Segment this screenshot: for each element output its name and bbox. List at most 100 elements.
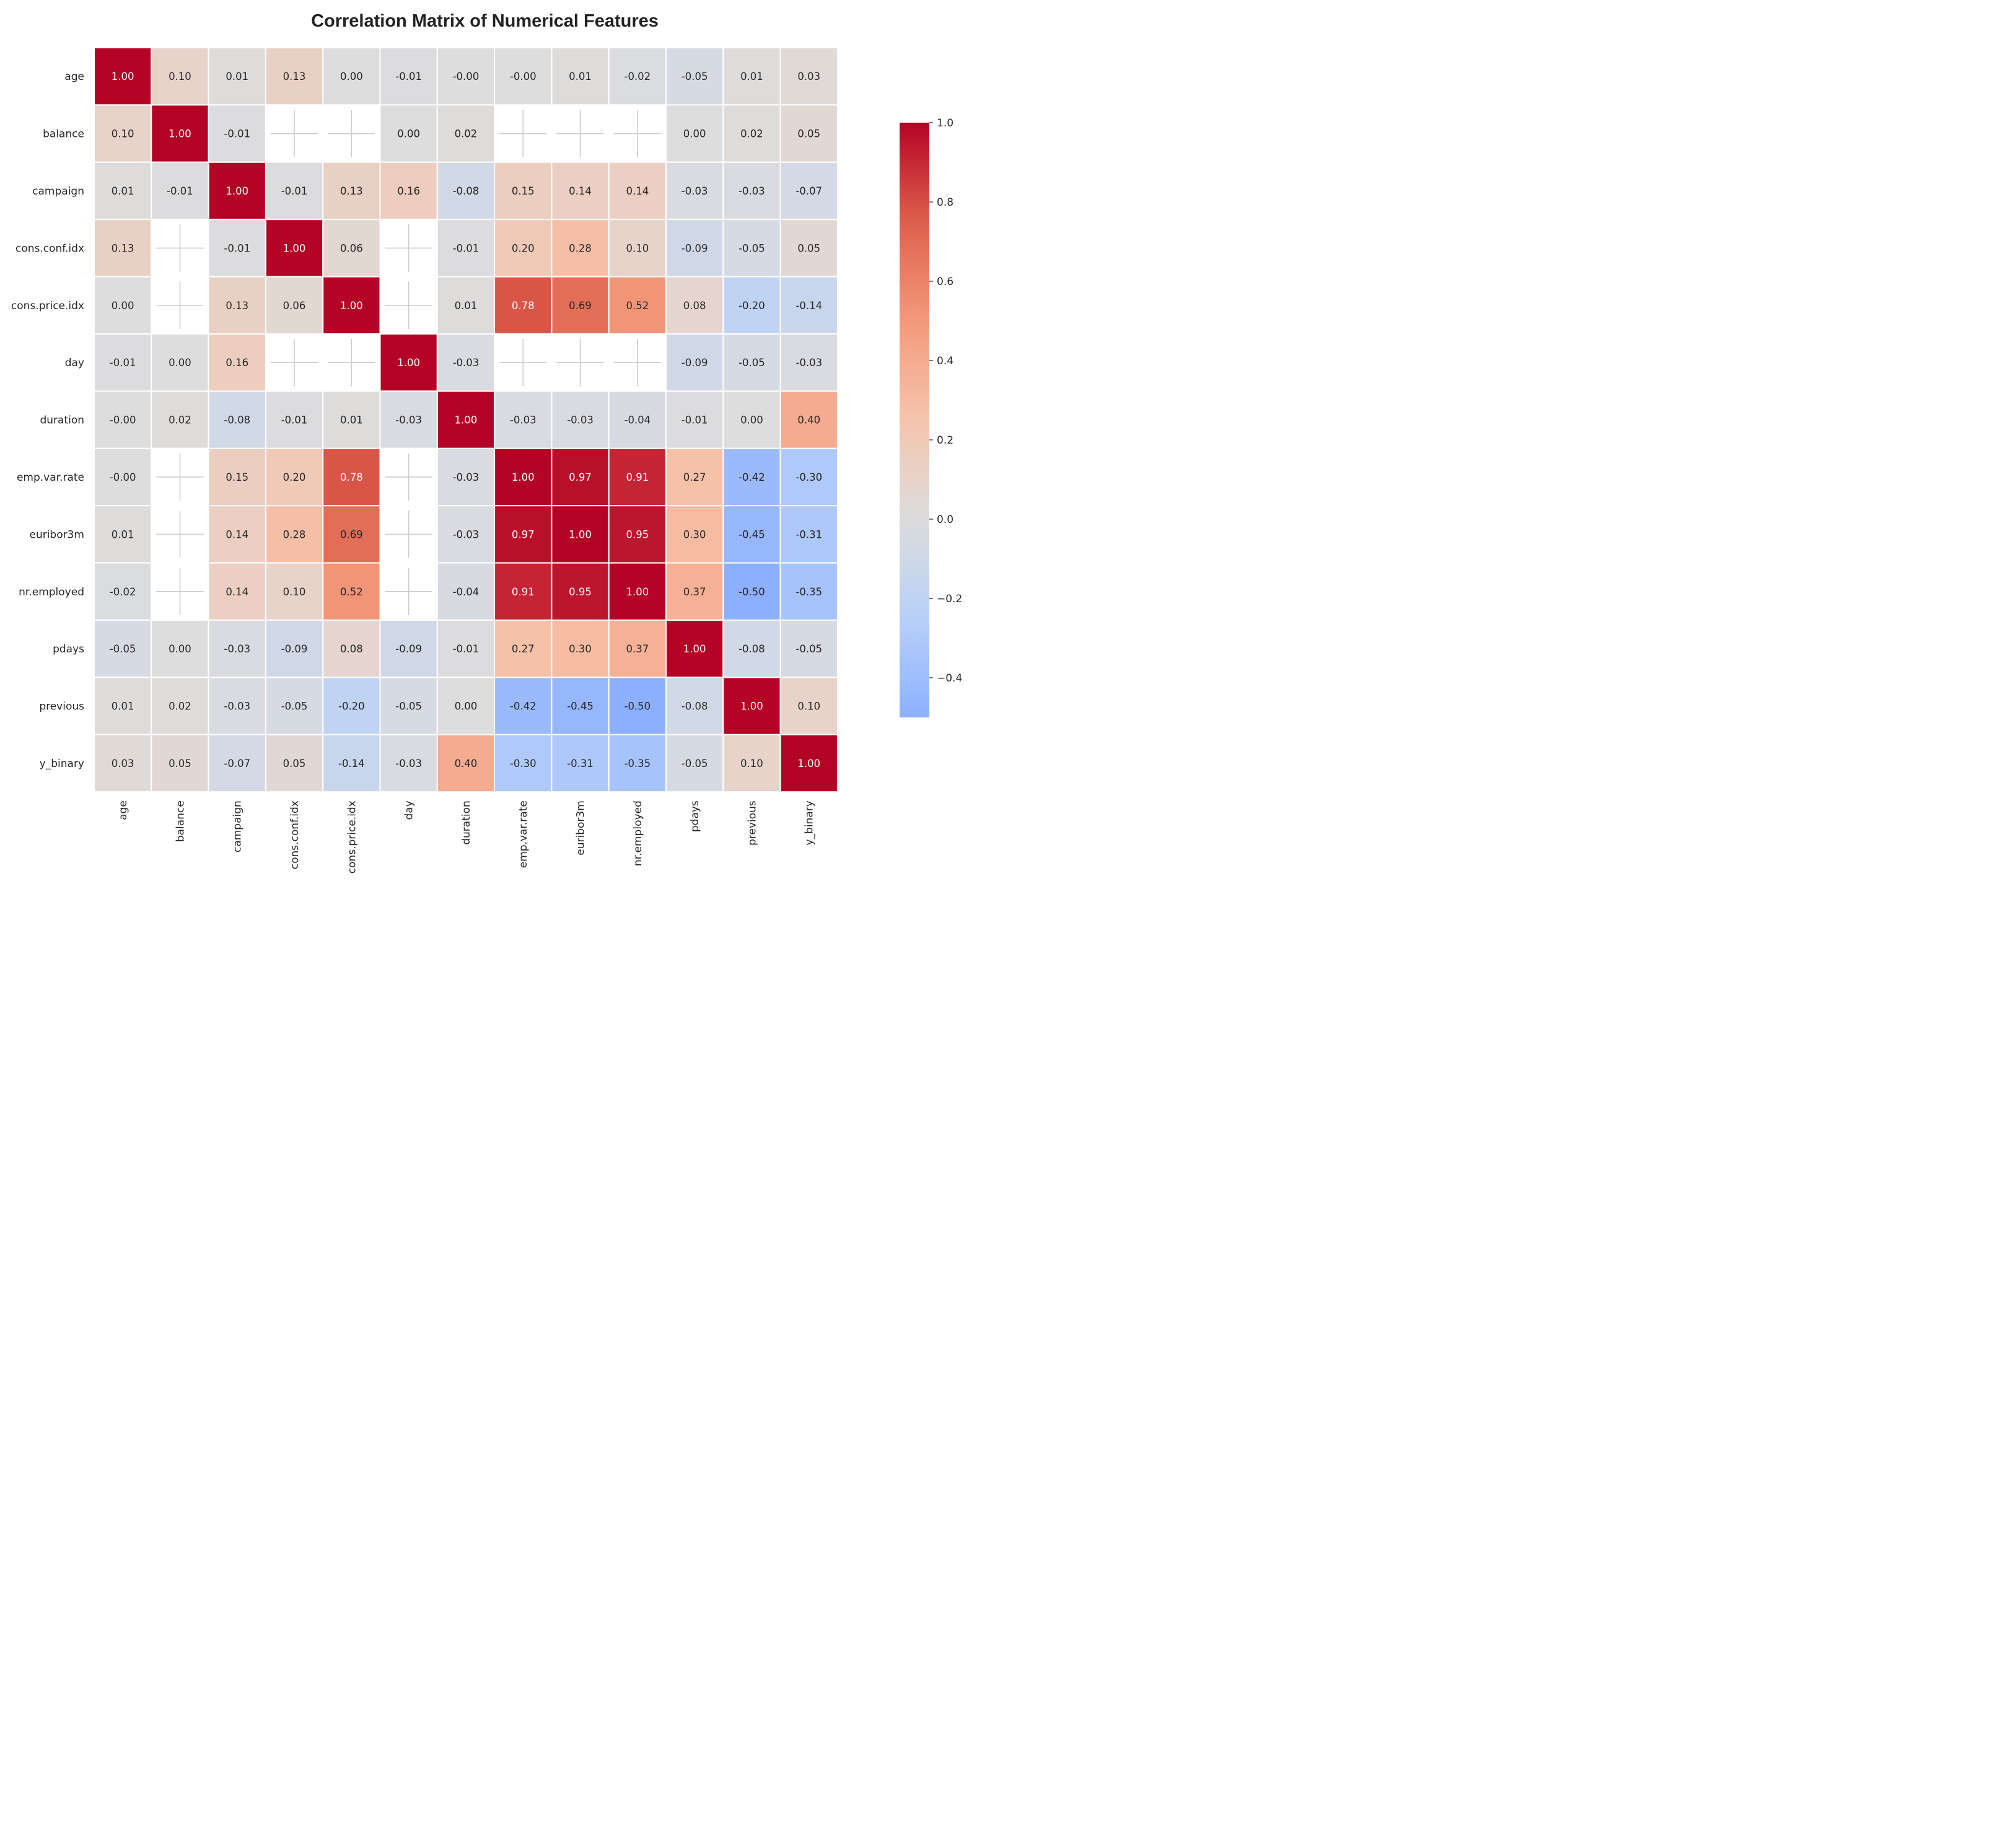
heatmap-cell: [608, 47, 667, 106]
heatmap-cell: [779, 276, 838, 335]
heatmap-cell: [265, 390, 324, 449]
colorbar-tick-label: 1.0: [937, 117, 953, 129]
heatmap-cell: [436, 333, 496, 392]
heatmap-cell-value: 0.01: [112, 185, 134, 197]
heatmap-cell-value: 0.10: [626, 242, 649, 254]
heatmap-cell-value: -0.31: [567, 758, 594, 769]
heatmap-cell: [779, 620, 838, 678]
heatmap-cell: [436, 562, 496, 621]
heatmap-cell-value: 0.95: [569, 586, 592, 598]
heatmap-cell-value: 1.00: [455, 414, 478, 426]
heatmap-cell-value: -0.09: [395, 643, 422, 655]
heatmap-cell: [722, 333, 781, 392]
x-tick-labels: age balance campaign cons.conf.idx cons.pric…: [117, 800, 816, 874]
heatmap-cell: [779, 161, 838, 221]
y-tick-label: duration: [40, 414, 84, 427]
heatmap-cell: [151, 47, 209, 106]
heatmap-cell-value: -0.00: [110, 471, 136, 483]
heatmap-cell: [779, 734, 838, 793]
heatmap-cell-empty: [322, 333, 381, 392]
heatmap-cell-value: -0.45: [738, 528, 765, 540]
heatmap-cell-value: -0.01: [110, 357, 136, 369]
heatmap-cell-value: 0.14: [226, 528, 248, 540]
x-tick-label: cons.price.idx: [346, 800, 358, 874]
heatmap-cell-value: -0.03: [453, 528, 480, 540]
heatmap-cell-value: 0.52: [626, 300, 649, 312]
heatmap-cell-value: -0.09: [681, 357, 708, 369]
heatmap-cell-value: 0.00: [340, 71, 363, 82]
heatmap-cell-value: 1.00: [283, 242, 306, 254]
heatmap-cell: [665, 219, 724, 278]
heatmap-cell-value: -0.00: [510, 71, 537, 82]
heatmap-cell: [151, 734, 209, 793]
heatmap-cell: [151, 390, 209, 449]
heatmap-cell: [608, 505, 667, 564]
heatmap-cell-value: -0.00: [110, 414, 136, 426]
heatmap-cell-value: 0.16: [226, 357, 248, 369]
heatmap-cell-value: 0.13: [340, 185, 363, 197]
heatmap-cell-value: -0.04: [624, 414, 651, 426]
heatmap-cell: [494, 562, 553, 621]
heatmap-cell-empty: [551, 104, 610, 163]
heatmap-cell-value: -0.50: [624, 701, 651, 712]
heatmap-cell-value: -0.01: [681, 414, 708, 426]
heatmap-cell: [379, 390, 438, 449]
y-tick-label: campaign: [32, 185, 84, 198]
heatmap-cell: [665, 505, 724, 564]
y-tick-label: balance: [43, 128, 84, 141]
heatmap-cell-value: 0.08: [340, 643, 363, 655]
heatmap-cell: [151, 620, 209, 678]
heatmap-cell-value: -0.03: [510, 414, 537, 426]
heatmap-cell: [665, 677, 724, 735]
heatmap-cell-value: 0.01: [740, 71, 763, 82]
heatmap-cell-value: 0.05: [797, 242, 820, 254]
heatmap-cell-empty: [151, 219, 209, 278]
heatmap-cell: [265, 447, 324, 507]
heatmap-cell-value: -0.03: [795, 357, 822, 369]
heatmap-cell: [436, 276, 496, 335]
heatmap-cell-labels: 1.00 0.10 0.01 0.13 0.00 -0.01 -0.00 -0.00 0.01 -…: [110, 71, 822, 769]
heatmap-cell-value: 0.52: [340, 586, 363, 598]
heatmap-cell: [208, 104, 266, 163]
heatmap-cell: [722, 447, 781, 507]
heatmap-cell-value: -0.01: [453, 643, 480, 655]
heatmap-cell-value: 0.13: [283, 71, 306, 82]
heatmap-cell: [322, 620, 381, 678]
heatmap-cell-value: 0.06: [283, 300, 306, 312]
heatmap-cell-value: -0.01: [224, 128, 250, 140]
heatmap-cell-empty: [265, 333, 324, 392]
heatmap-cell-value: 0.95: [626, 528, 649, 540]
heatmap-cell-value: 1.00: [683, 643, 706, 655]
heatmap-cell-value: -0.03: [681, 185, 708, 197]
heatmap-cell-value: 0.10: [283, 586, 306, 598]
heatmap-cell-value: 0.01: [569, 71, 592, 82]
heatmap-cell-value: 1.00: [112, 71, 134, 82]
heatmap-cell-value: 0.00: [112, 300, 134, 312]
heatmap-cell: [551, 562, 610, 621]
heatmap-cell-value: 0.00: [740, 414, 763, 426]
heatmap-cell-value: 0.69: [340, 528, 363, 540]
heatmap-cell-value: 0.00: [397, 128, 420, 140]
heatmap-cell-empty: [151, 562, 209, 621]
heatmap-cells: [94, 47, 838, 793]
heatmap-cell: [665, 276, 724, 335]
y-tick-label: day: [65, 357, 84, 369]
heatmap-cell: [94, 104, 152, 163]
heatmap-cell-value: 0.10: [797, 701, 820, 712]
colorbar-tick-label: 0.4: [937, 355, 953, 367]
heatmap-cell-value: 1.00: [512, 471, 535, 483]
heatmap-cell: [94, 219, 152, 278]
heatmap-cell: [208, 447, 266, 507]
heatmap-cell: [779, 677, 838, 735]
heatmap-cell: [722, 104, 781, 163]
heatmap-cell-value: 1.00: [797, 758, 820, 769]
heatmap-cell-empty: [151, 276, 209, 335]
heatmap-cell-value: -0.08: [738, 643, 765, 655]
heatmap-cell-value: 0.02: [169, 701, 191, 712]
y-tick-labels: age balance campaign cons.conf.idx cons.pric…: [11, 71, 84, 770]
heatmap-cell-value: 0.14: [626, 185, 649, 197]
heatmap-cell-value: -0.08: [453, 185, 480, 197]
heatmap-cell-value: 0.37: [626, 643, 649, 655]
heatmap-cell-value: -0.00: [453, 71, 480, 82]
heatmap-cell: [665, 734, 724, 793]
